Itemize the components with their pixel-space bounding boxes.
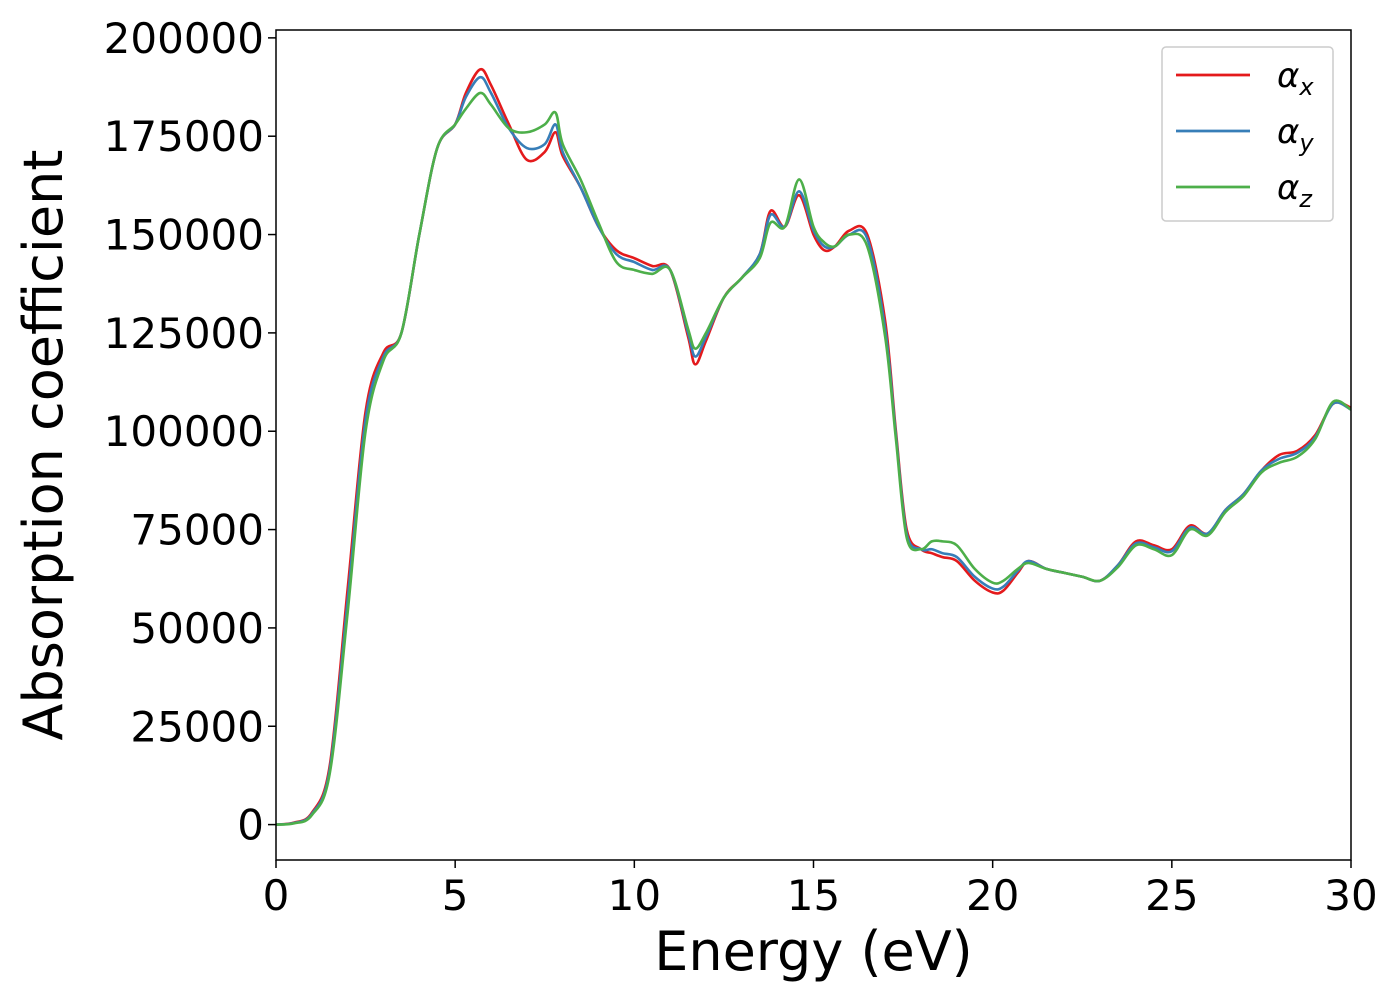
x-tick-label: 15 (787, 871, 840, 920)
legend-entry-alpha-y: αy (1176, 112, 1314, 157)
legend-entry-alpha-z: αz (1176, 168, 1313, 213)
legend-symbol: α (1277, 112, 1299, 152)
y-tick-label: 50000 (130, 604, 264, 653)
legend-subscript: z (1298, 185, 1313, 213)
series-line-alpha-z (275, 91, 1352, 826)
y-tick-label: 175000 (104, 112, 264, 161)
y-axis-ticks: 0 25000 50000 75000 100000 125000 150000 175000… (104, 14, 276, 850)
x-tick-label: 25 (1145, 871, 1198, 920)
legend-subscript: x (1298, 73, 1314, 101)
y-axis-label: Absorption coefficient (12, 150, 75, 741)
legend-subscript: y (1298, 129, 1314, 157)
x-tick-label: 20 (966, 871, 1019, 920)
y-tick-label: 25000 (130, 702, 264, 751)
legend-label: αy (1277, 112, 1314, 157)
y-tick-label: 0 (237, 801, 264, 850)
x-tick-label: 30 (1324, 871, 1377, 920)
legend-label: αx (1277, 56, 1314, 101)
y-tick-label: 75000 (130, 506, 264, 555)
legend-symbol: α (1277, 168, 1299, 208)
x-axis-label: Energy (eV) (654, 920, 973, 983)
y-tick-label: 100000 (104, 407, 264, 456)
x-tick-label: 5 (442, 871, 469, 920)
series-layer (275, 67, 1352, 826)
legend-box (1161, 46, 1334, 222)
x-tick-label: 0 (263, 871, 290, 920)
x-axis-ticks: 0 5 10 15 20 25 30 (263, 860, 1378, 920)
x-tick-label: 10 (608, 871, 661, 920)
legend-symbol: α (1277, 56, 1299, 96)
legend-entry-alpha-x: αx (1176, 56, 1314, 101)
y-tick-label: 150000 (104, 211, 264, 260)
y-tick-label: 125000 (104, 309, 264, 358)
legend-label: αz (1277, 168, 1313, 213)
y-tick-label: 200000 (104, 14, 264, 63)
